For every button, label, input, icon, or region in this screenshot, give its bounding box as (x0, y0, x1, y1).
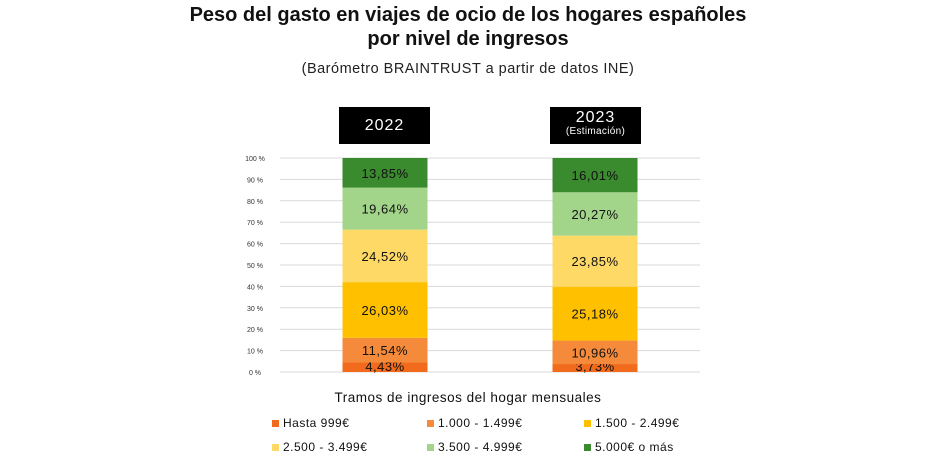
chart-title: Peso del gasto en viajes de ocio de los … (0, 3, 936, 51)
y-tick-label: 30 % (247, 306, 263, 313)
y-tick-label: 80 % (247, 199, 263, 206)
y-tick-label: 70 % (247, 220, 263, 227)
legend-label: 2.500 - 3.499€ (283, 440, 368, 454)
y-tick-label: 100 % (245, 156, 265, 163)
data-label: 11,54% (362, 343, 408, 358)
y-tick-label: 50 % (247, 263, 263, 270)
y-tick-label: 60 % (247, 242, 263, 249)
x-axis-label: Tramos de ingresos del hogar mensuales (334, 390, 602, 405)
legend-label: 5.000€ o más (595, 440, 674, 454)
legend-swatch (584, 443, 591, 451)
legend-swatch (272, 443, 279, 451)
data-label: 20,27% (571, 207, 618, 222)
legend-item: 5.000€ o más (584, 440, 674, 454)
data-label: 23,85% (571, 254, 618, 269)
bar-segment (342, 229, 428, 283)
legend-label: Hasta 999€ (283, 416, 350, 430)
bar-segment (552, 158, 638, 193)
chart-title-line-1: Peso del gasto en viajes de ocio de los … (189, 4, 747, 26)
legend-swatch (427, 443, 434, 451)
legend-item: 1.500 - 2.499€ (584, 416, 679, 430)
y-tick-label: 0 % (249, 370, 261, 377)
data-label: 10,96% (571, 345, 618, 360)
year-label-2022: 2022 (339, 107, 430, 144)
y-tick-label: 10 % (247, 349, 263, 356)
legend-label: 1.500 - 2.499€ (595, 416, 680, 430)
data-label: 16,01% (571, 168, 618, 183)
bar-segment (342, 337, 428, 363)
year-label-2023-note: (Estimación) (565, 126, 626, 137)
y-tick-label: 40 % (247, 284, 263, 291)
data-label: 26,03% (361, 303, 408, 318)
bar-segment (342, 187, 428, 230)
bar-segment (552, 192, 638, 236)
legend-swatch (427, 419, 434, 427)
legend-swatch (584, 419, 591, 427)
legend-label: 3.500 - 4.999€ (438, 440, 523, 454)
data-label: 4,43% (365, 359, 404, 374)
year-label-2023-text: 2023 (575, 109, 616, 126)
legend-swatch (272, 419, 279, 427)
bar-segment (552, 364, 638, 372)
stacked-bar-chart: 0 % 10 % 20 % 30 % 40 % 50 % 60 % 70 % 80 % 90 % 1… (245, 156, 700, 377)
y-tick-label: 20 % (247, 327, 263, 334)
legend-item: 2.500 - 3.499€ (272, 440, 367, 454)
legend-item: 3.500 - 4.999€ (427, 440, 522, 454)
data-label: 24,52% (361, 249, 408, 264)
bar-segment (552, 286, 638, 341)
legend: Hasta 999€ 1.000 - 1.499€ 1.500 - 2.499€ 2.… (272, 413, 742, 463)
bar-segment (342, 282, 428, 338)
bar-segment (342, 157, 428, 188)
year-label-2022-text: 2022 (364, 117, 405, 134)
data-label: 25,18% (571, 307, 618, 322)
chart-title-line-2: por nivel de ingresos (367, 28, 569, 50)
legend-label: 1.000 - 1.499€ (438, 416, 523, 430)
y-tick-label: 90 % (247, 177, 263, 184)
data-label: 13,85% (361, 166, 408, 181)
year-label-2023: 2023 (Estimación) (550, 107, 641, 144)
bar-segment (552, 235, 638, 287)
data-label: 19,64% (361, 202, 408, 217)
bar-segment (342, 362, 428, 372)
chart-subtitle: (Barómetro BRAINTRUST a partir de datos … (301, 61, 635, 77)
legend-item: Hasta 999€ (272, 416, 349, 430)
legend-item: 1.000 - 1.499€ (427, 416, 522, 430)
bar-segment (552, 340, 638, 365)
